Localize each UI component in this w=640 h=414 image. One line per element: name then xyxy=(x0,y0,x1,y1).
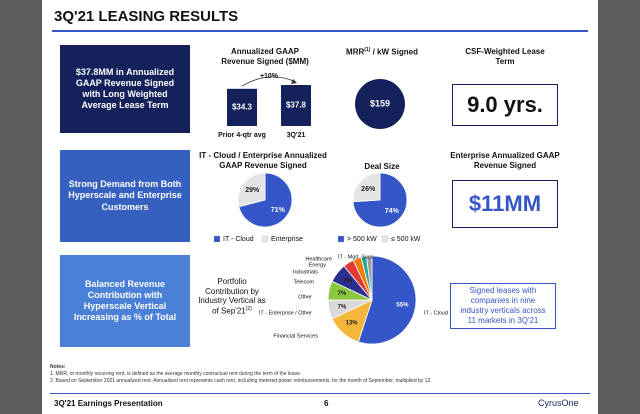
value-label: $34.3 xyxy=(232,103,253,112)
legend-label: Enterprise xyxy=(271,236,303,243)
slide: 3Q'21 LEASING RESULTS $37.8MM in Annuali… xyxy=(42,0,598,414)
note: 1. MRR, or monthly recurring rent, is de… xyxy=(50,370,302,377)
legend-swatch xyxy=(213,235,221,243)
footer-text: 3Q'21 Earnings Presentation xyxy=(54,399,163,408)
value-label: 29% xyxy=(245,187,260,194)
bar xyxy=(281,85,311,126)
value-label: 7% xyxy=(343,279,352,285)
summary-box: Strong Demand from Both Hyperscale and E… xyxy=(60,150,190,242)
category-label: Telecom xyxy=(294,279,315,285)
category-label: IT - Enterprise / Other xyxy=(259,310,312,316)
title-rule xyxy=(52,30,588,32)
slide-title: 3Q'21 LEASING RESULTS xyxy=(54,8,239,25)
title-text: / kW Signed xyxy=(370,47,418,57)
legend-swatch xyxy=(337,235,345,243)
category-label: Other xyxy=(298,294,312,300)
chart-title: Portfolio Contribution by Industry Verti… xyxy=(197,277,267,316)
legend-label: IT - Cloud xyxy=(223,236,254,243)
footer-rule xyxy=(50,393,590,394)
value-label: 71% xyxy=(271,207,286,214)
category-label: Energy xyxy=(309,262,327,268)
value-label: 13% xyxy=(346,321,359,327)
legend-swatch xyxy=(261,235,269,243)
footnote-ref: (2) xyxy=(245,305,252,312)
note: 2. Based on September 2021 annualized re… xyxy=(50,377,432,384)
value-box: $11MM xyxy=(452,180,558,228)
chart-title: Enterprise Annualized GAAP Revenue Signe… xyxy=(450,151,560,170)
pie-slice xyxy=(357,255,417,345)
title-text: Portfolio Contribution by Industry Verti… xyxy=(198,277,266,316)
value-label: 7% xyxy=(338,291,347,297)
bar xyxy=(227,88,257,126)
page-number: 6 xyxy=(324,399,329,408)
value-label: 7% xyxy=(338,304,347,310)
pie-slice xyxy=(366,255,373,301)
chart-title: Annualized GAAP Revenue Signed ($MM) xyxy=(221,47,309,66)
value-label: $37.8 xyxy=(286,101,307,110)
mrr-value: $159 xyxy=(370,98,390,108)
value-label: 26% xyxy=(361,186,376,193)
summary-box: $37.8MM in Annualized GAAP Revenue Signe… xyxy=(60,45,190,133)
notes: Notes: 1. MRR, or monthly recurring rent… xyxy=(50,364,432,384)
charts: $159 $34.3 Prior 4-qtr avg $37.8 3Q'21 +10% 7… xyxy=(213,73,448,345)
pie-slice xyxy=(237,172,266,208)
category-label: Prior 4-qtr avg xyxy=(218,132,266,139)
legend-label: ≤ 500 kW xyxy=(391,236,421,243)
footnote-ref: (1) xyxy=(364,47,371,53)
chart-title: CSF-Weighted Lease Term xyxy=(465,47,545,66)
chart-title: Deal Size xyxy=(364,162,400,171)
brand: CyrusOne xyxy=(538,398,579,408)
legend-label: > 500 kW xyxy=(347,236,377,243)
chart-title: MRR(1) / kW Signed xyxy=(342,47,422,57)
mrr-circle xyxy=(355,79,405,129)
value-label: 74% xyxy=(385,208,400,215)
category-label: Healthcare xyxy=(305,256,332,262)
category-label: Financial Services xyxy=(273,333,318,339)
category-label: IT - Mgd. Svcs. xyxy=(338,254,375,260)
category-label: Industrials xyxy=(293,269,318,275)
notes-heading: Notes: xyxy=(50,364,66,370)
title-text: MRR xyxy=(346,47,365,57)
category-label: 3Q'21 xyxy=(287,132,306,139)
category-label: IT - Cloud xyxy=(424,310,448,316)
value-label: 55% xyxy=(396,302,409,308)
arrow-head xyxy=(291,79,297,84)
growth-arrow xyxy=(241,76,297,87)
summary-box: Balanced Revenue Contribution with Hyper… xyxy=(60,255,190,347)
legend-swatch xyxy=(381,235,389,243)
callout-box: Signed leases with companies in nine ind… xyxy=(450,283,556,329)
value-box: 9.0 yrs. xyxy=(452,84,558,126)
pie-slice xyxy=(238,172,293,228)
chart-title: IT - Cloud / Enterprise Annualized GAAP … xyxy=(199,151,327,170)
pie-slice xyxy=(352,172,381,203)
annotation: +10% xyxy=(260,73,279,80)
